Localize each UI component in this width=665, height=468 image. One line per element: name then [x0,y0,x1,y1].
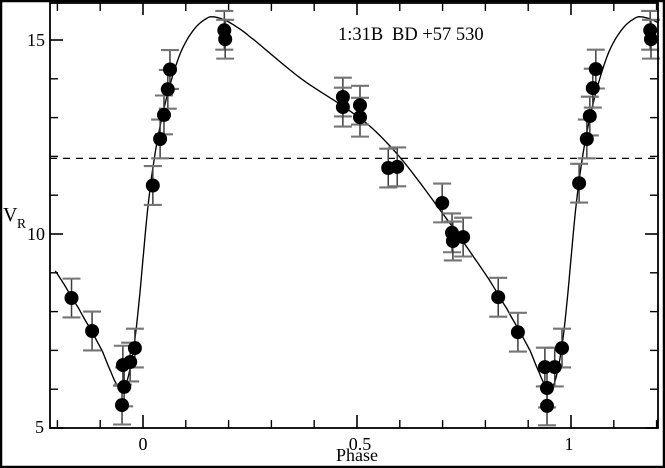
data-point [353,110,367,125]
x-axis-title: Phase [336,445,378,465]
chart-layer [50,3,661,429]
data-point [585,81,600,96]
x-tick-label-0.5: 0.5 [349,434,372,454]
data-point [335,100,350,115]
x-tick-label-1: 1 [565,434,574,454]
y-tick-label-15: 15 [27,30,45,50]
data-point [160,82,175,97]
fit-curve [54,16,658,390]
x-tick-label-0: 0 [139,434,148,454]
data-point [153,132,168,146]
data-point [572,176,587,191]
data-point [335,90,350,104]
data-point [117,379,132,394]
data-point [64,291,79,305]
data-point [157,107,171,122]
data-point [115,398,129,413]
data-point [353,98,367,113]
data-point [540,381,554,395]
y-tick-label-5: 5 [35,417,44,437]
data-point [85,324,100,338]
data-point [579,132,594,146]
data-point [547,360,562,375]
data-point [123,355,138,369]
data-point [163,62,177,77]
y-axis-title: V [3,204,18,226]
data-point [145,178,160,193]
data-point [582,109,597,124]
data-point [540,398,554,413]
data-point [555,341,569,356]
y-axis-title-subscript: R [17,216,26,231]
y-tick-label-10: 10 [27,224,45,244]
data-point [510,325,525,340]
plot-border [49,2,659,429]
data-point [390,159,405,174]
data-point [127,341,142,356]
data-point [537,360,552,375]
data-point [218,32,233,47]
data-point [588,62,603,77]
data-point [456,230,471,245]
data-point [435,196,450,210]
data-point [491,290,506,305]
chart-title-star: BD +57 530 [392,25,484,45]
chart-title-id: 1:31B [338,25,383,45]
data-point [644,32,658,47]
